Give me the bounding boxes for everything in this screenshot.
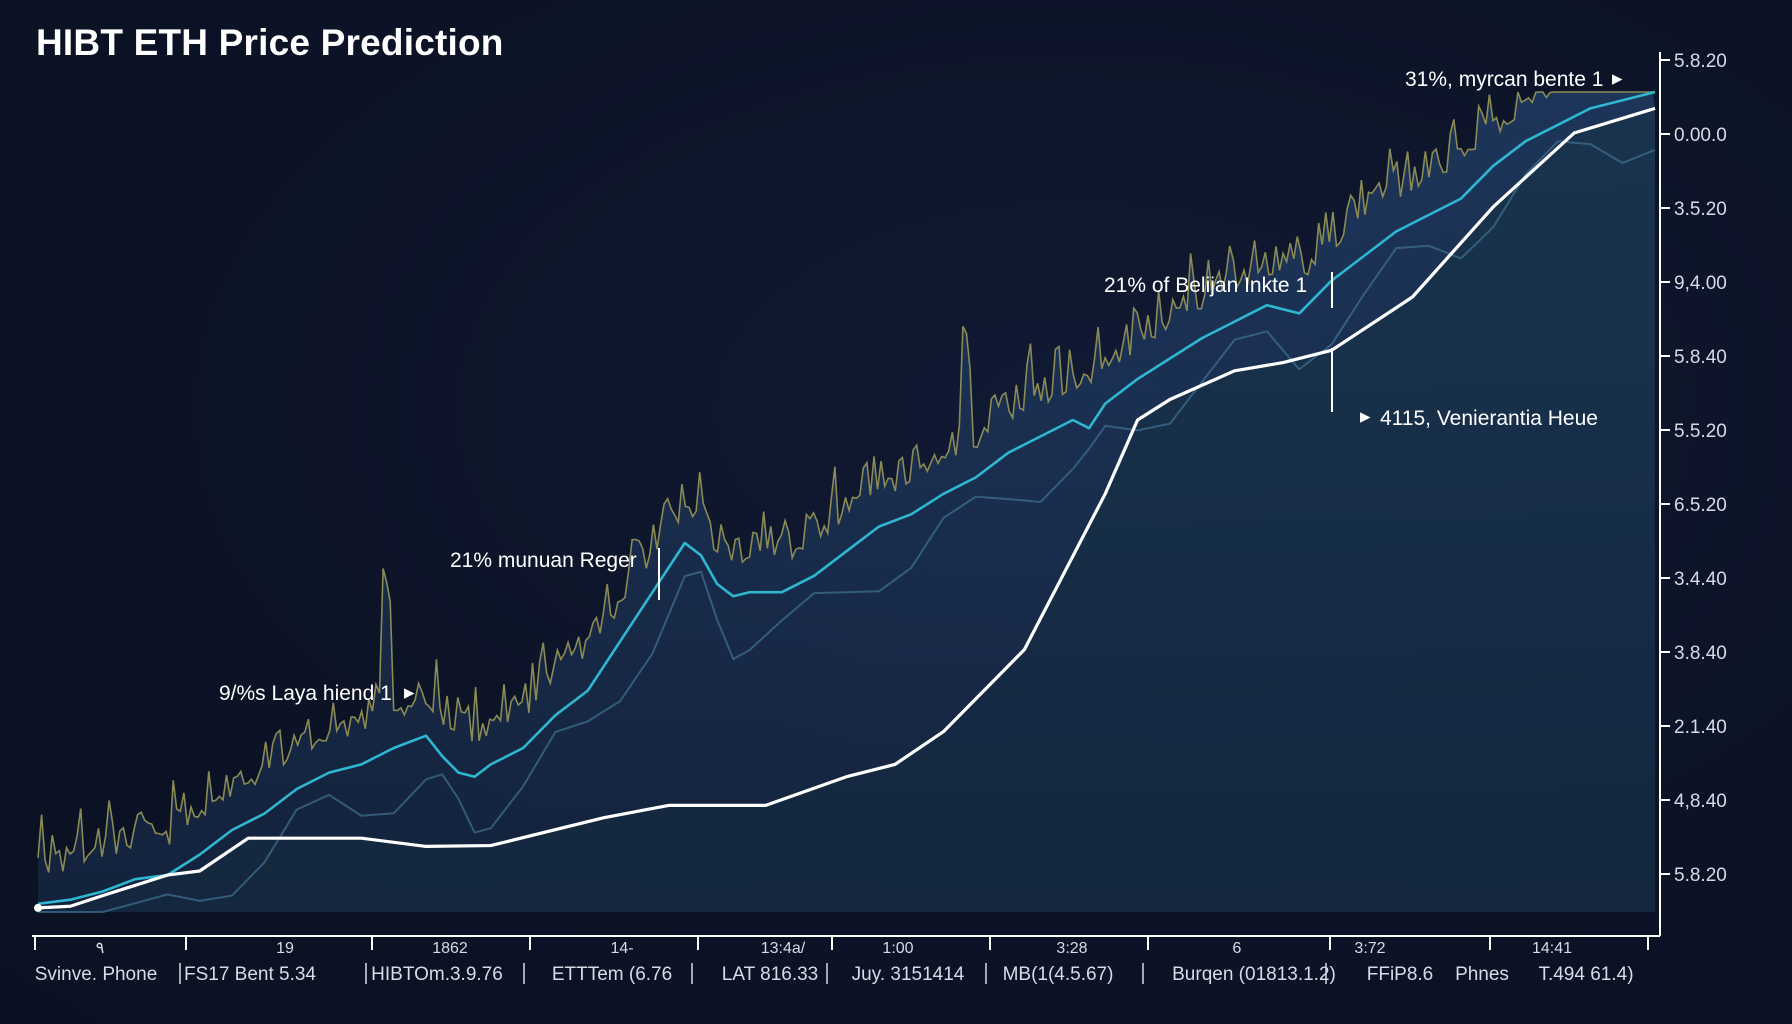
y-tick-label: 3.8.40 [1674, 643, 1727, 664]
y-tick-label: 9,4.00 [1674, 273, 1727, 294]
x-tick-number: 1862 [432, 940, 468, 957]
annotation-marker-icon: ▸ [404, 681, 415, 704]
chart-title: HIBT ETH Price Prediction [36, 22, 504, 63]
annotation-label: 31%, myrcan bente 1 [1405, 68, 1603, 91]
series-lines-layer [34, 90, 1656, 913]
annotation: 4115, Venierantia Heue ▸ [1331, 348, 1598, 430]
annotation-label: 21% munuan Reger [450, 549, 637, 572]
x-tick-number: 1:00 [882, 940, 913, 957]
prediction-area [38, 108, 1655, 912]
y-tick-label: 5.8.20 [1674, 865, 1727, 886]
y-tick-label: 3.5.20 [1674, 199, 1727, 220]
volatile-price-line [37, 91, 1654, 873]
x-tick-number: 13:4a/ [761, 940, 806, 957]
annotation-label: 9/%s Laya hiend 1 [219, 682, 392, 705]
x-tick-label: HIBTOm.3.9.76 [371, 964, 503, 985]
annotation: 9/%s Laya hiend 1 ▸ [219, 681, 415, 705]
volatility-band [38, 92, 1655, 908]
x-tick-label: FFiP8.6 [1367, 964, 1434, 985]
y-tick-label: 0.00.0 [1674, 125, 1727, 146]
axes-layer: 5.8.20 0.00.0 3.5.20 9,4.00 5.8.40 5.5.20 6.5.… [32, 51, 1727, 985]
x-tick-label: T.494 61.4) [1538, 964, 1633, 985]
y-tick-label: 6.5.20 [1674, 495, 1727, 516]
y-tick-label: 2.1.40 [1674, 717, 1727, 738]
x-tick-number: ٩ [96, 940, 105, 957]
y-tick-label: 3.4.40 [1674, 569, 1727, 590]
y-tick-label: 5.8.40 [1674, 347, 1727, 368]
area-fills-layer [38, 92, 1655, 912]
x-tick-number: 14- [610, 940, 633, 957]
x-tick-label: MB(1(4.5.67) [1003, 964, 1114, 985]
x-tick-number: 19 [276, 940, 294, 957]
y-tick-label: 4,8.40 [1674, 791, 1727, 812]
x-tick-number: 6 [1233, 940, 1242, 957]
annotation-marker-icon: ▸ [1612, 67, 1623, 90]
x-tick-number: 3:72 [1354, 940, 1385, 957]
annotation-label: 21% of Belijan Inkte 1 [1104, 274, 1307, 297]
x-tick-label: Burqen (01813.1.2) [1172, 964, 1336, 985]
x-tick-label: Juy. 3151414 [852, 964, 965, 985]
prediction-start-point [34, 903, 42, 912]
y-tick-label: 5.8.20 [1674, 51, 1727, 72]
ghost-series-line [38, 140, 1656, 913]
x-tick-label: ETTTem (6.76 [552, 964, 672, 985]
x-tick-number: 3:28 [1056, 940, 1087, 957]
annotation: 21% munuan Reger [450, 548, 660, 600]
annotation-label: 4115, Venierantia Heue [1380, 407, 1598, 430]
x-tick-label: Phnes [1455, 964, 1509, 985]
y-tick-label: 5.5.20 [1674, 421, 1727, 442]
x-tick-label: LAT 816.33 [722, 964, 818, 985]
x-tick-number: 14:41 [1532, 940, 1572, 957]
x-tick-label: Svinve. Phone [35, 964, 158, 985]
annotation: 21% of Belijan Inkte 1 [1104, 272, 1333, 308]
prediction-series-line [37, 106, 1656, 910]
annotation-marker-icon: ▸ [1360, 405, 1371, 428]
x-tick-label: FS17 Bent 5.34 [184, 964, 316, 985]
annotation: 31%, myrcan bente 1 ▸ [1405, 67, 1623, 91]
trend-series-line [37, 90, 1656, 906]
annotations-layer: 31%, myrcan bente 1 ▸ 21% of Belijan Inkte… [219, 67, 1623, 705]
